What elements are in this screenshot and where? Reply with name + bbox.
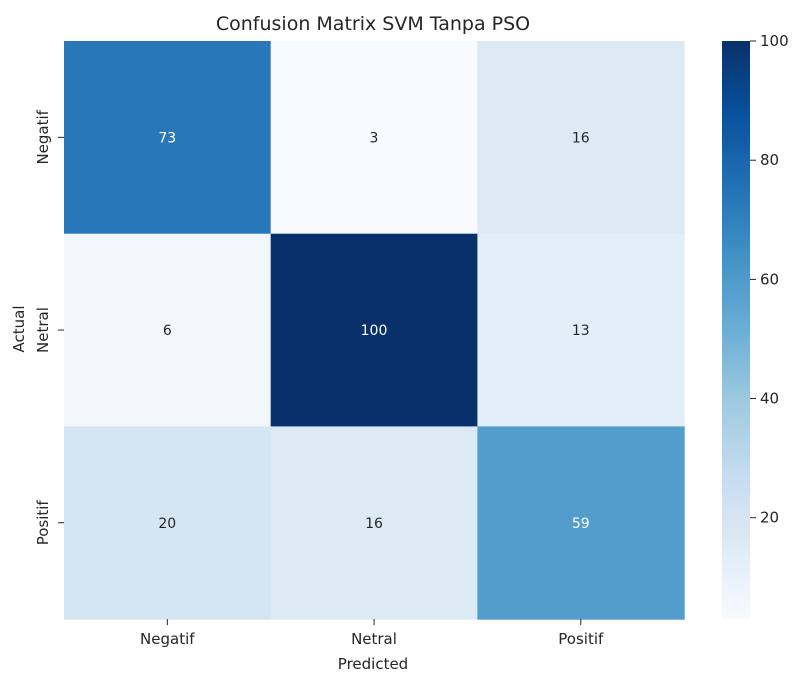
chart-title: Confusion Matrix SVM Tanpa PSO: [216, 13, 530, 35]
y-axis-label: Actual: [10, 306, 28, 353]
x-tick-label: Positif: [558, 630, 604, 648]
heatmap-cell-r1-c2: [477, 233, 685, 427]
heatmap-cell-r0-c1: [270, 41, 478, 235]
heatmap-cell-labels: 73 3 16 6 100 13 20 16 59: [158, 130, 590, 532]
y-tick-label: Negatif: [34, 109, 52, 164]
heatmap-cell-r2-c2: [477, 426, 685, 620]
y-tick-label: Netral: [34, 307, 52, 353]
cell-value-label: 20: [158, 516, 176, 532]
heatmap-cell-r2-c0: [64, 426, 272, 620]
x-axis-label: Predicted: [338, 655, 408, 673]
y-tick-label: Positif: [34, 500, 52, 546]
cell-value-label: 73: [158, 130, 176, 146]
cell-value-label: 16: [572, 130, 590, 146]
colorbar-ticks: 20 40 60 80 100: [750, 32, 789, 527]
cell-value-label: 16: [365, 516, 383, 532]
heatmap-cell-r1-c0: [64, 233, 272, 427]
cell-value-label: 13: [572, 323, 590, 339]
y-axis-ticks: Negatif Netral Positif: [34, 109, 64, 545]
heatmap-cell-r2-c1: [270, 426, 478, 620]
heatmap-cell-r0-c2: [477, 41, 685, 235]
cell-value-label: 6: [163, 323, 172, 339]
x-axis-ticks: Negatif Netral Positif: [140, 619, 604, 648]
colorbar-tick-label: 40: [760, 390, 779, 408]
x-tick-label: Netral: [351, 630, 397, 648]
colorbar-tick-label: 20: [760, 509, 779, 527]
colorbar-tick-label: 100: [760, 32, 789, 50]
colorbar-tick-label: 60: [760, 270, 779, 288]
cell-value-label: 100: [361, 323, 388, 339]
colorbar-tick-label: 80: [760, 151, 779, 169]
x-tick-label: Negatif: [140, 630, 195, 648]
colorbar: [722, 41, 750, 619]
heatmap-cell-r0-c0: [64, 41, 272, 235]
cell-value-label: 3: [370, 130, 379, 146]
cell-value-label: 59: [572, 516, 590, 532]
heatmap-cell-r1-c1: [270, 233, 478, 427]
heatmap-cells: [64, 41, 685, 620]
